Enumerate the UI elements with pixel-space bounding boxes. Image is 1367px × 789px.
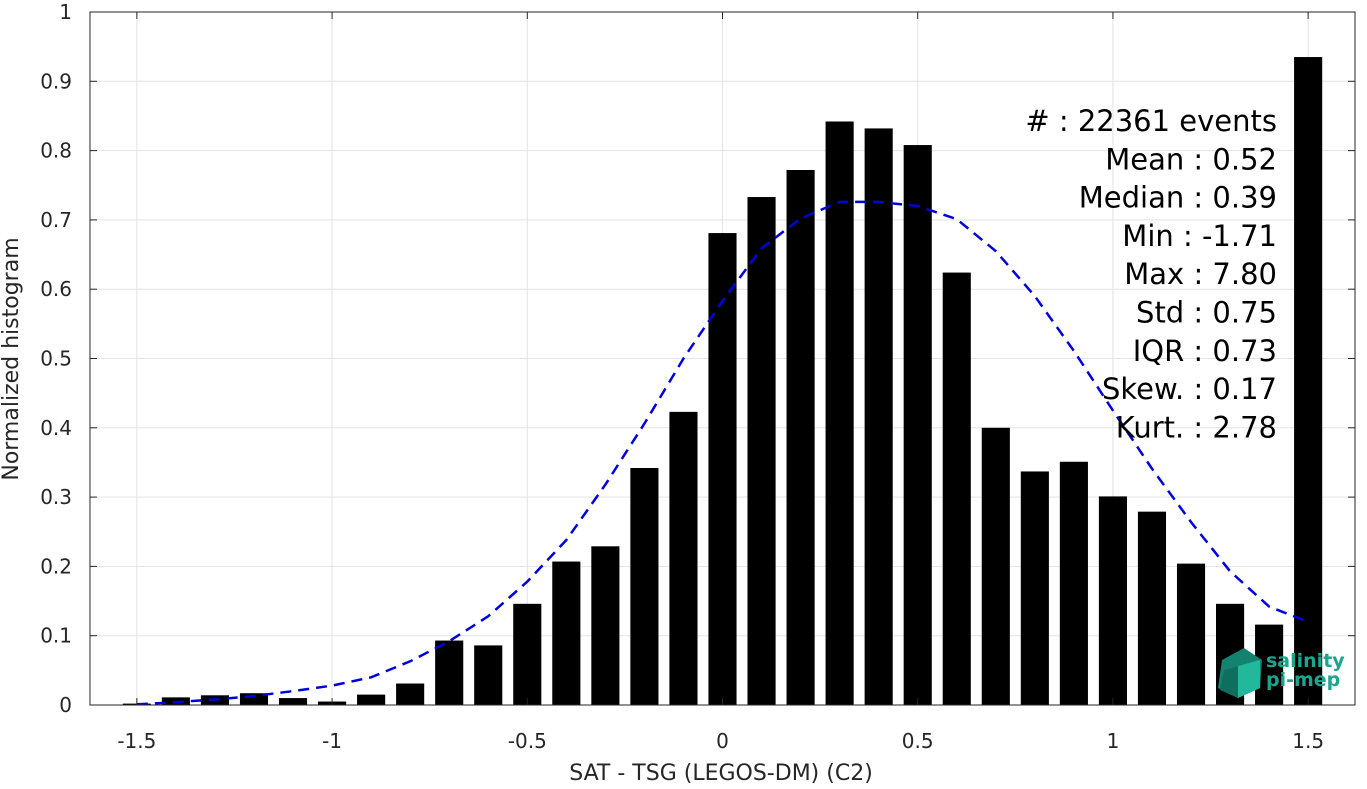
y-tick-label: 0.1 [40,624,72,648]
gaussian-fit-curve [136,200,1309,706]
histogram-bars [122,57,1323,706]
x-tick-label: 1 [1107,729,1120,753]
histogram-bar [513,603,542,705]
stat-line: Median : 0.39 [1079,181,1277,215]
histogram-bar [239,693,269,705]
x-tick-label: -1 [322,729,342,753]
y-tick-label: 0.6 [40,277,72,301]
y-tick-label: 0.8 [40,139,72,163]
stat-line: Std : 0.75 [1136,296,1277,330]
logo-mark-icon [1218,648,1262,698]
y-tick-label: 0.3 [40,485,72,509]
histogram-bar [747,197,776,705]
histogram-bar [981,427,1010,705]
axes-frame [89,11,1356,706]
y-tick-label: 0.4 [40,416,72,440]
histogram-bar [825,121,854,705]
stat-line: Max : 7.80 [1124,257,1277,291]
histogram-bar [630,467,659,705]
histogram-bar [278,698,308,705]
histogram-bar [1137,511,1167,705]
stat-line: # : 22361 events [1025,104,1277,138]
histogram-bar [357,694,386,705]
logo-text-line-1: salinity [1266,650,1345,672]
histogram-bar [474,645,503,705]
y-tick-label: 0 [59,693,72,717]
x-tick-label: -1.5 [117,729,156,753]
histogram-bar [591,546,620,705]
stats-annotation: # : 22361 events Mean : 0.52 Median : 0.39… [1025,104,1277,444]
histogram-bar [942,272,971,705]
y-tick-label: 0.7 [40,208,72,232]
histogram-bar [903,145,932,705]
histogram-bar [1020,471,1049,705]
y-tick-label: 0.5 [40,347,72,371]
histogram-bar [786,170,815,705]
y-tick-label: 0.9 [40,69,72,93]
stat-line: Skew. : 0.17 [1102,372,1277,406]
histogram-bar [1176,563,1206,705]
logo-text-line-2: pi-mep [1266,669,1340,691]
x-tick-label: -0.5 [508,729,547,753]
y-axis-label: Normalized histogram [0,237,24,480]
histogram-bar [864,128,893,705]
x-tick-label: 1.5 [1292,729,1324,753]
x-tick-label: 0 [716,729,729,753]
histogram-bar [435,640,464,705]
stat-line: Min : -1.71 [1122,219,1277,253]
histogram-bar [1294,57,1323,706]
histogram-bar [669,411,698,705]
salinity-pi-mep-logo: salinity pi-mep [1218,648,1345,698]
histogram-bar [552,561,581,705]
histogram-bar [1098,496,1127,705]
x-axis-label: SAT - TSG (LEGOS-DM) (C2) [569,761,873,785]
histogram-bar [708,233,737,705]
fit-curve-layer [136,200,1309,706]
tick-labels: -1.5 -1 -0.5 0 0.5 1 1.5 0 0.1 0.2 0.3 0.4 0.5 0.6 0.7… [40,0,1324,753]
stat-line: Mean : 0.52 [1105,142,1277,176]
histogram-bar [396,683,425,705]
histogram-bar [1059,461,1088,705]
y-tick-label: 0.2 [40,554,72,578]
stat-line: IQR : 0.73 [1133,334,1277,368]
x-tick-label: 0.5 [902,729,934,753]
stat-line: Kurt. : 2.78 [1116,410,1277,444]
y-tick-label: 1 [59,0,72,24]
